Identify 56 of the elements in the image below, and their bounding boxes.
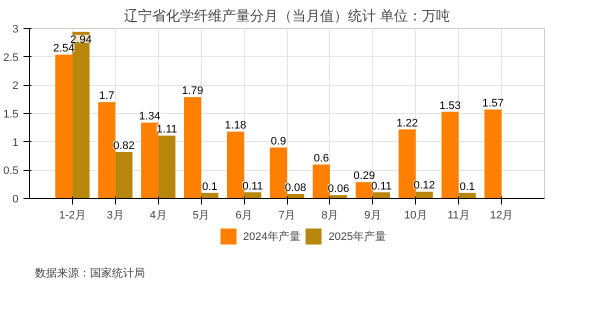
legend-label: 2025年产量 xyxy=(328,230,386,244)
source-note: 数据来源：国家统计局 xyxy=(34,266,145,280)
bar xyxy=(115,152,132,198)
y-tick-label: 1.5 xyxy=(3,108,19,120)
bar xyxy=(98,102,116,198)
x-tick-label: 3月 xyxy=(106,210,124,222)
bar xyxy=(356,182,373,198)
bar xyxy=(398,129,416,198)
data-label: 0.12 xyxy=(414,180,436,192)
data-label: 1.11 xyxy=(156,124,178,136)
bar xyxy=(55,54,72,198)
y-tick-label: 0 xyxy=(12,194,19,206)
data-label: 0.6 xyxy=(314,152,329,164)
bar xyxy=(312,164,330,198)
x-tick-label: 12月 xyxy=(490,210,514,222)
bar xyxy=(442,112,459,198)
bar xyxy=(158,136,176,198)
y-tick-label: 0.5 xyxy=(3,165,19,178)
bar xyxy=(416,192,433,198)
legend-label: 2024年产量 xyxy=(243,230,300,244)
data-label: 2.54 xyxy=(53,42,75,55)
x-tick-label: 9月 xyxy=(364,210,382,222)
data-label: 0.11 xyxy=(371,180,392,192)
x-tick-label: 10月 xyxy=(404,210,428,222)
data-label: 0.82 xyxy=(113,140,135,152)
data-label: 1.34 xyxy=(138,110,160,123)
y-tick-label: 1 xyxy=(12,136,19,149)
data-label: 1.18 xyxy=(224,120,246,132)
x-tick-label: 8月 xyxy=(321,210,338,222)
data-label: 0.29 xyxy=(354,170,375,182)
bar xyxy=(226,132,244,198)
data-label: 1.53 xyxy=(439,100,461,112)
data-label: 1.7 xyxy=(99,90,114,102)
data-label: 0.06 xyxy=(328,183,350,196)
x-tick-label: 6月 xyxy=(236,210,253,222)
data-label: 1.79 xyxy=(182,85,204,98)
data-label: 0.9 xyxy=(270,136,286,148)
bar xyxy=(484,110,502,198)
x-tick-label: 11月 xyxy=(447,210,470,222)
data-label: 1.57 xyxy=(482,98,504,110)
y-tick-label: 2 xyxy=(12,80,19,92)
chart-title: 辽宁省化学纤维产量分月（当月值）统计 单位：万吨 xyxy=(124,8,450,24)
x-tick-label: 5月 xyxy=(192,210,210,222)
x-tick-label: 7月 xyxy=(278,210,296,222)
bar xyxy=(141,122,158,198)
data-label: 1.22 xyxy=(396,117,418,130)
data-label: 0.08 xyxy=(284,182,306,194)
x-tick-label: 1-2月 xyxy=(58,210,86,222)
bar xyxy=(184,97,202,198)
data-label: 0.1 xyxy=(202,180,218,193)
data-label: 0.1 xyxy=(460,180,475,193)
y-tick-label: 2.5 xyxy=(3,52,19,64)
y-tick-label: 3 xyxy=(12,24,19,36)
x-tick-label: 4月 xyxy=(150,210,167,222)
bar xyxy=(270,148,287,198)
data-label: 0.11 xyxy=(242,180,263,192)
